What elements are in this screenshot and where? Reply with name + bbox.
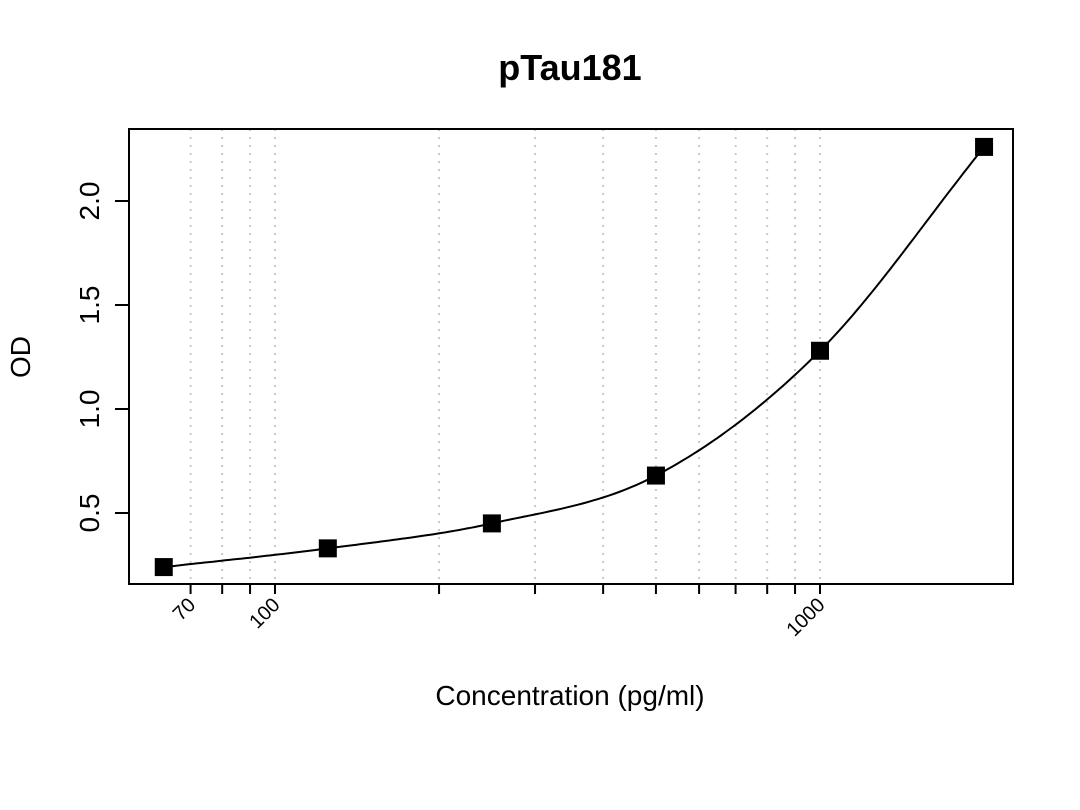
x-tick-label: 70 [169,594,200,625]
data-point-square [646,466,665,485]
y-tick-label: 2.0 [74,182,105,221]
data-points [154,137,994,577]
vertical-gridlines [189,129,821,584]
data-point-square [975,137,994,156]
y-axis: 0.5 1.0 1.5 2.0 [74,182,129,533]
x-axis: 70 100 1000 [169,584,830,641]
y-tick-label: 1.0 [74,390,105,429]
data-point-square [811,341,829,360]
y-tick-label: 1.5 [74,286,105,325]
y-tick-label: 0.5 [74,494,105,533]
plot-frame [128,128,1014,585]
x-axis-label: Concentration (pg/ml) [435,680,704,711]
data-point-square [154,558,173,577]
x-tick-label: 1000 [783,594,830,641]
data-point-square [482,514,501,533]
x-tick-label: 100 [245,594,284,633]
chart-title: pTau181 [498,47,641,88]
fitted-curve [163,146,985,569]
data-point-square [318,539,337,558]
y-axis-label: OD [5,336,36,378]
curve-path [163,146,985,569]
